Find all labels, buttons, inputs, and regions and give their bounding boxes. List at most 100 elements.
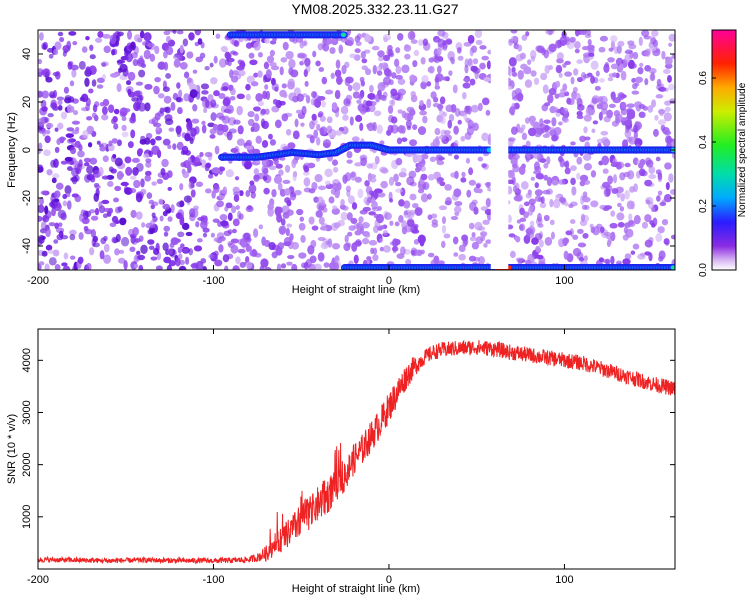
spectrogram-cell: [656, 195, 661, 202]
spectrogram-cell: [279, 156, 286, 161]
spectrogram-cell: [291, 159, 297, 169]
spectrogram-cell: [346, 242, 352, 248]
spectrogram-cell: [47, 112, 54, 118]
spectrogram-cell: [286, 223, 293, 228]
spectrogram-cell: [582, 153, 592, 161]
spectrogram-cell: [664, 106, 671, 113]
spectrogram-cell: [264, 84, 269, 90]
spectrogram-cell: [311, 91, 317, 99]
spectrogram-cell: [557, 92, 566, 98]
spectrogram-cell: [131, 157, 140, 163]
spectrogram-cell: [119, 217, 127, 226]
spectrogram-cell: [603, 231, 612, 237]
spectrogram-cell: [94, 185, 101, 190]
spectrogram-cell: [42, 44, 48, 50]
spectrogram-cell: [99, 101, 105, 107]
spectrogram-cell: [221, 115, 231, 124]
spectrogram-cell: [253, 41, 261, 51]
spectrogram-cell: [103, 45, 111, 54]
spectrogram-cell: [438, 205, 448, 211]
spectrogram-cell: [520, 181, 529, 190]
spectrogram-cell: [621, 116, 628, 122]
spectrogram-cell: [278, 225, 287, 235]
spectrogram-cell: [311, 225, 319, 231]
spectrogram-cell: [466, 126, 475, 136]
spectrogram-cell: [409, 74, 416, 82]
spectrogram-cell: [201, 90, 209, 95]
spectrogram-cell: [328, 196, 335, 204]
spectrogram-cell: [612, 174, 618, 184]
spectrogram-cell: [69, 229, 77, 236]
spectrogram-cell: [70, 176, 78, 182]
spectrogram-cell: [426, 81, 432, 87]
spectrogram-cell: [163, 95, 172, 104]
spectrogram-cell: [173, 58, 181, 68]
spectrogram-cell: [192, 69, 198, 74]
spectrogram-ridges: [218, 31, 675, 270]
spectrogram-cell: [474, 221, 483, 231]
spectrogram-cell: [84, 210, 92, 217]
spectrogram-cell: [124, 51, 129, 57]
spectrogram-cell: [610, 210, 616, 217]
spectrogram-cell: [409, 108, 416, 117]
x-tick-label: 0: [386, 275, 392, 287]
spectrogram-cell: [274, 119, 282, 129]
spectrogram-cell: [313, 263, 322, 270]
spectrogram-cell: [235, 205, 240, 210]
snr-panel: -200 -100 0 100 1000 2000 3000 4000 Height of …: [6, 328, 676, 595]
spectrogram-cell: [665, 130, 672, 135]
spectrogram-cell: [650, 71, 655, 81]
snr-frame: [37, 328, 676, 570]
spectrogram-cell: [45, 76, 53, 83]
spectrogram-cell: [409, 31, 416, 40]
spectrogram-cell: [261, 139, 269, 148]
spectrogram-cell: [405, 119, 412, 129]
spectrogram-cell: [262, 175, 268, 181]
spectrogram-cell: [303, 171, 310, 176]
colorbar-label: Normalized spectral amplitude: [737, 82, 748, 217]
spectrogram-cell: [422, 115, 428, 124]
spectrogram-cell: [561, 107, 569, 115]
spectrogram-cell: [548, 88, 557, 96]
spectrogram-cell: [114, 219, 120, 224]
spectrogram-cell: [101, 114, 109, 121]
spectrogram-cell: [427, 214, 433, 220]
spectrogram-cell: [583, 114, 592, 122]
spectrogram-cell: [485, 197, 491, 208]
x-tick-label: 100: [555, 574, 573, 586]
spectrogram-cell: [397, 88, 406, 96]
x-tick-label: -100: [202, 574, 224, 586]
spectrogram-cell: [296, 93, 304, 102]
spectrogram-cell: [120, 173, 125, 178]
spectrogram-cell: [629, 49, 634, 59]
spectrogram-cell: [479, 62, 486, 70]
spectrogram-cell: [292, 171, 297, 182]
spectrogram-cell: [202, 232, 208, 238]
spectrogram-cell: [70, 64, 79, 71]
spectrogram-cell: [209, 134, 216, 139]
spectrogram-cell: [469, 236, 477, 242]
spectrogram-cell: [129, 175, 137, 180]
spectrogram-cell: [226, 131, 233, 141]
spectrogram-cell: [140, 244, 148, 255]
spectrogram-cell: [183, 71, 190, 79]
spectrogram-cell: [356, 222, 363, 232]
spectrogram-cell: [658, 108, 665, 117]
spectrogram-cell: [282, 179, 291, 185]
spectrogram-cell: [610, 35, 618, 43]
spectrogram-cell: [116, 139, 122, 147]
spectrogram-cell: [260, 108, 267, 115]
spectrogram-cell: [179, 183, 184, 191]
spectrogram-cell: [609, 222, 618, 229]
spectrogram-gap: [490, 31, 509, 269]
snr-y-ticks: 1000 2000 3000 4000: [21, 348, 675, 529]
spectrogram-cell: [207, 122, 215, 128]
spectrogram-cell: [469, 47, 474, 57]
spectrogram-cell: [210, 112, 217, 122]
spectrogram-cell: [596, 103, 604, 110]
spectrogram-cell: [71, 129, 80, 135]
spectrogram-cell: [410, 91, 416, 97]
spectrogram-cell: [71, 167, 80, 177]
spectrogram-cell: [350, 171, 356, 178]
spectrogram-cell: [486, 60, 491, 70]
